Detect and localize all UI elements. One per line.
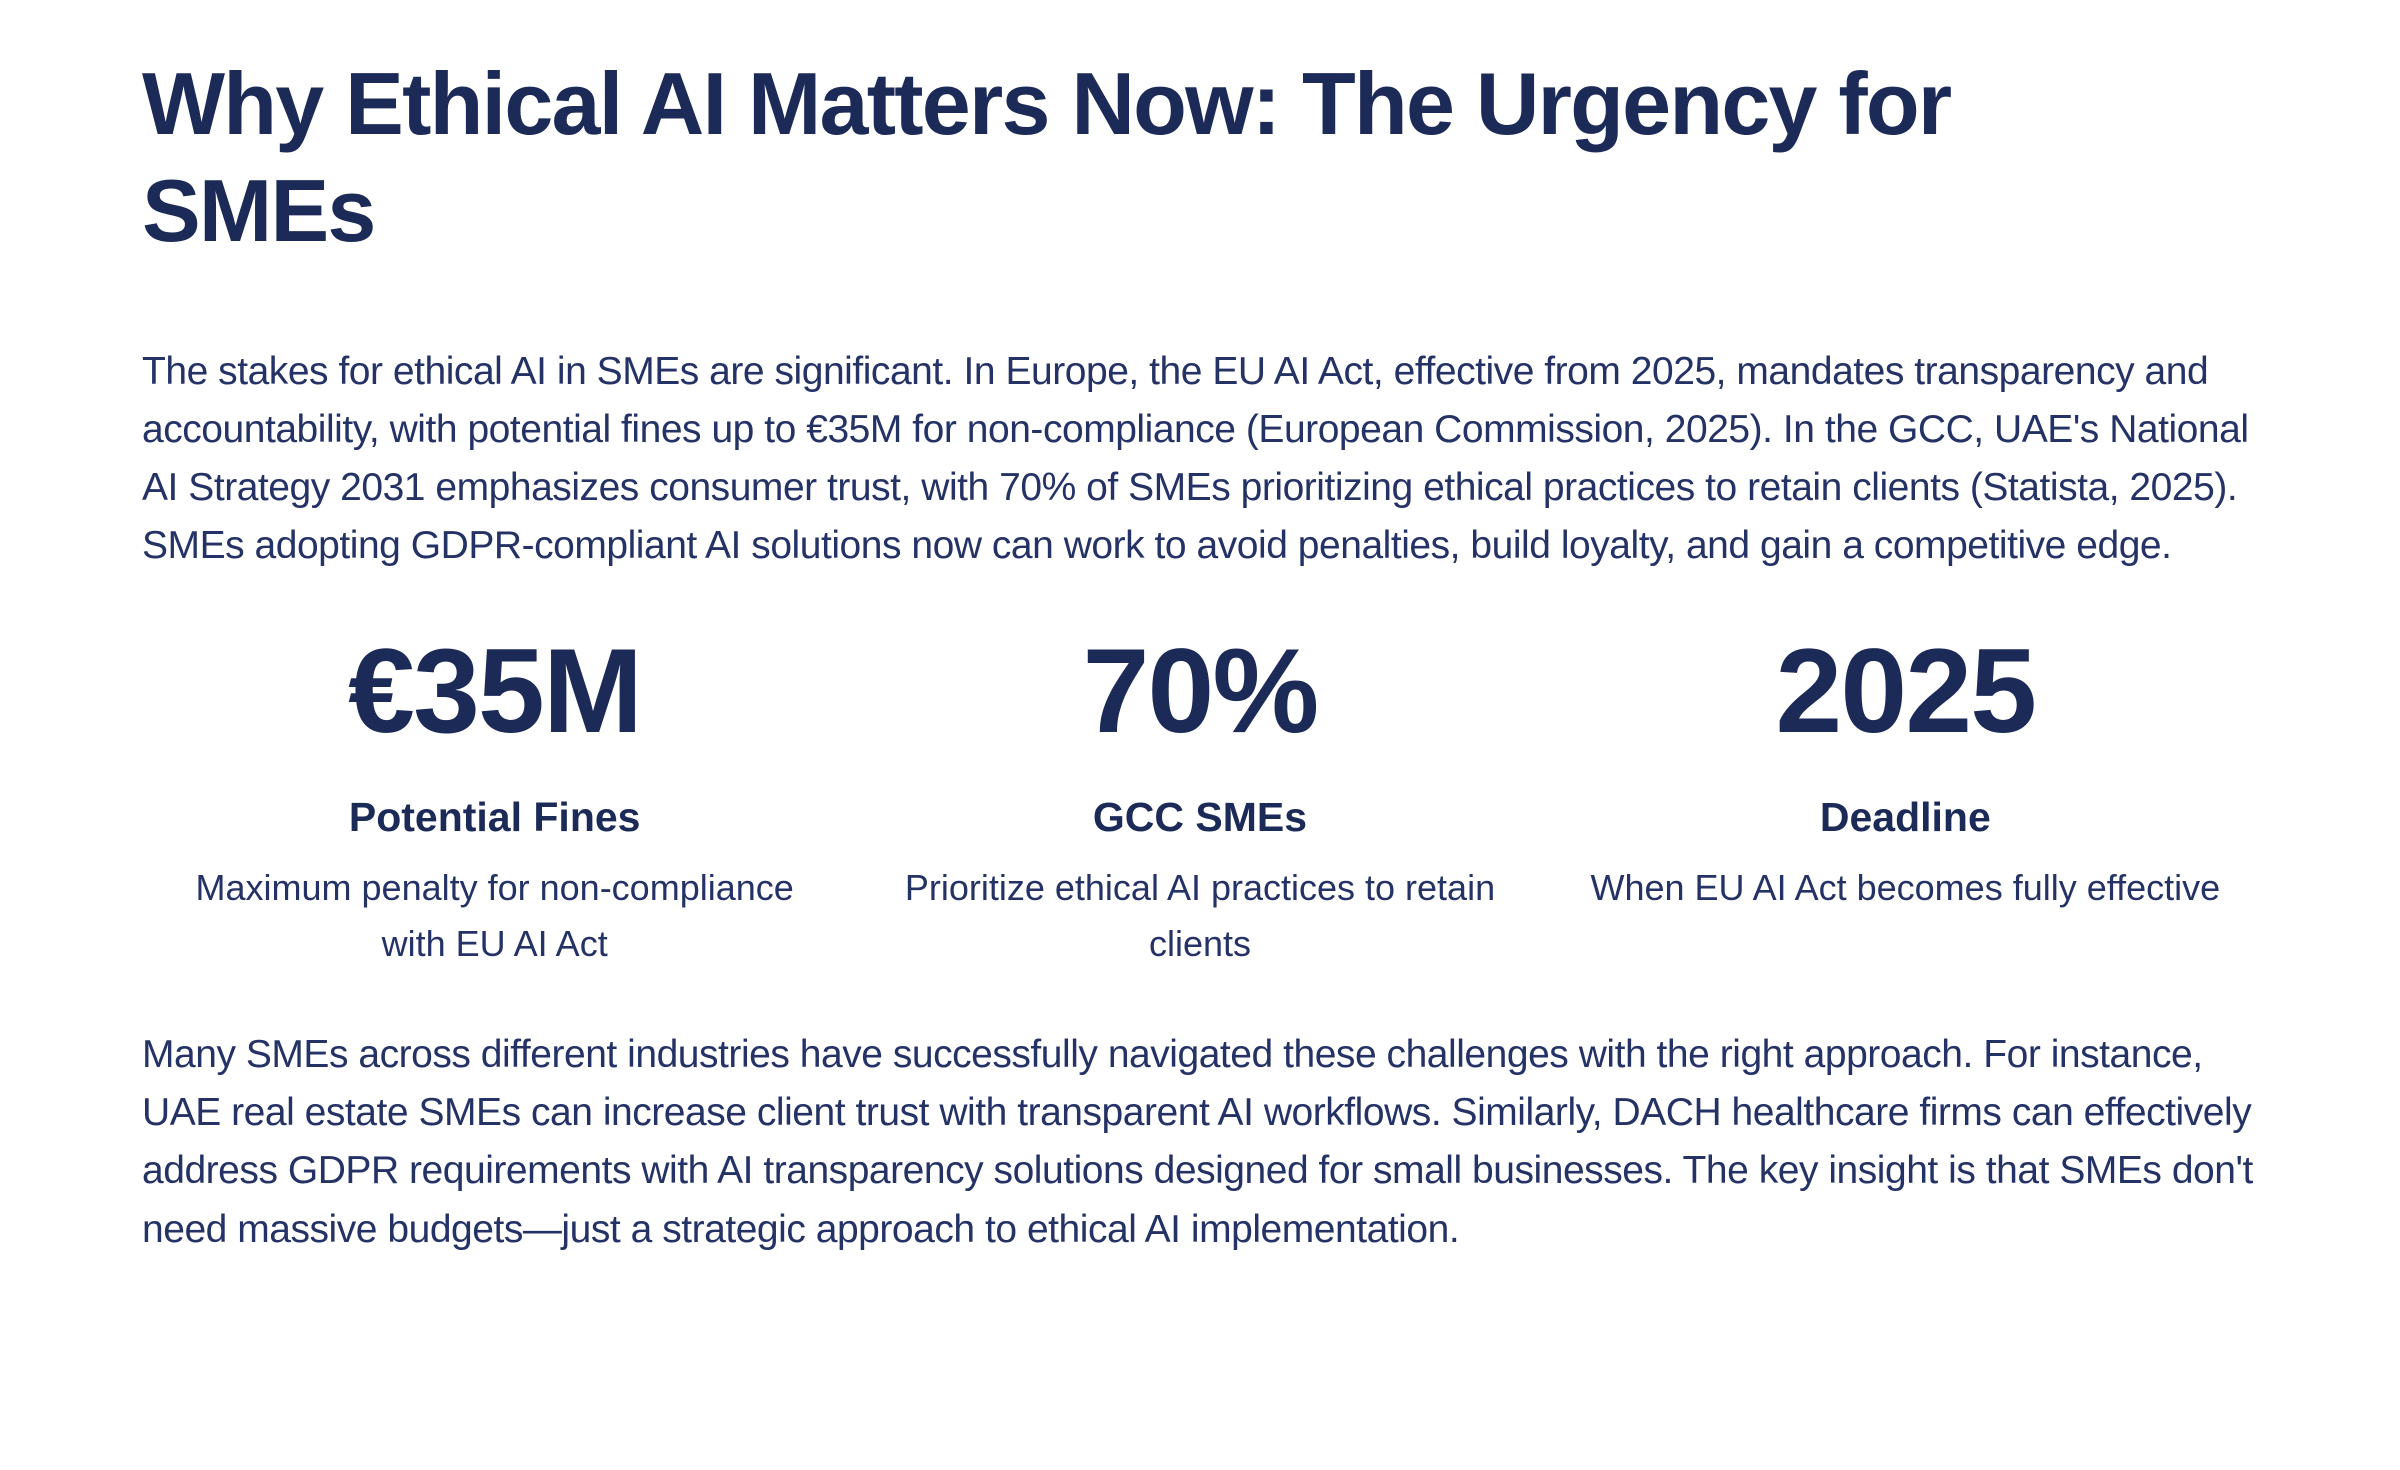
stat-label-deadline: Deadline xyxy=(1819,793,1991,840)
stat-item-deadline: 2025 Deadline When EU AI Act becomes ful… xyxy=(1553,621,2258,972)
stat-value-gcc: 70% xyxy=(1082,624,1320,759)
stat-description-gcc: Prioritize ethical AI practices to retai… xyxy=(904,866,1496,965)
closing-paragraph: Many SMEs across different industries ha… xyxy=(142,1033,2253,1251)
stat-value-deadline: 2025 xyxy=(1775,624,2037,759)
page-title-line-2: SMEs xyxy=(142,161,376,261)
stat-description-fines: Maximum penalty for non-compliance with … xyxy=(195,866,794,965)
stat-value-fines: €35M xyxy=(348,624,643,759)
page-title: Why Ethical AI Matters Now: The Urgency … xyxy=(142,50,2258,265)
page-title-line-1: Why Ethical AI Matters Now: The Urgency … xyxy=(142,54,1952,153)
intro-paragraph: The stakes for ethical AI in SMEs are si… xyxy=(142,349,2249,568)
stat-item-gcc-smes: 70% GCC SMEs Prioritize ethical AI pract… xyxy=(847,621,1552,972)
page-content: Why Ethical AI Matters Now: The Urgency … xyxy=(142,50,2258,1251)
stat-description-deadline: When EU AI Act becomes fully effective xyxy=(1590,866,2221,908)
stat-item-potential-fines: €35M Potential Fines Maximum penalty for… xyxy=(142,621,847,972)
stat-label-gcc: GCC SMEs xyxy=(1092,793,1308,840)
stat-label-fines: Potential Fines xyxy=(348,793,641,840)
stats-row: €35M Potential Fines Maximum penalty for… xyxy=(142,621,2258,972)
